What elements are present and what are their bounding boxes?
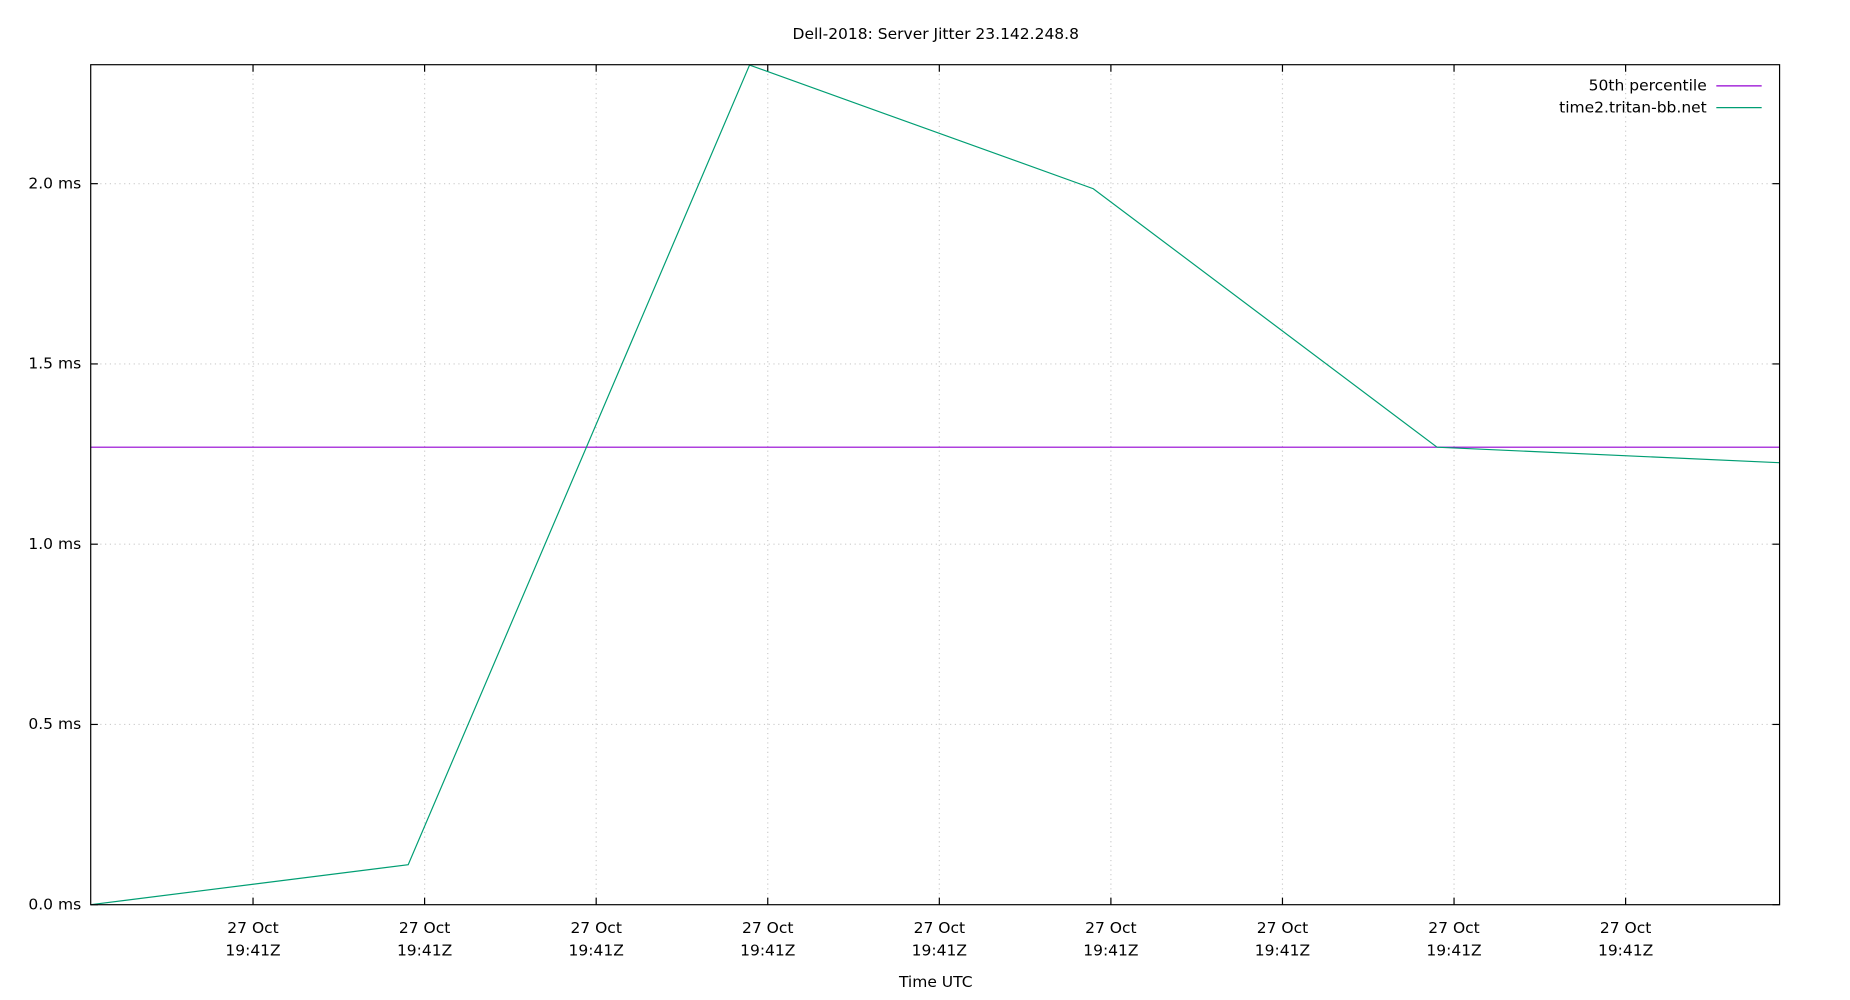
x-tick-label-date: 27 Oct [227,919,278,937]
x-tick-label-time: 19:41Z [225,941,280,959]
x-tick-label-date: 27 Oct [1085,919,1136,937]
x-axis: 27 Oct 19:41Z 27 Oct 19:41Z 27 Oct 19:41Z 27 O… [225,64,1653,959]
y-axis: 0.0 ms 0.5 ms 1.0 ms 1.5 ms 2.0 ms [28,174,1780,914]
x-tick-label-date: 27 Oct [1428,919,1479,937]
x-tick-label-time: 19:41Z [569,941,624,959]
x-tick-label-date: 27 Oct [1257,919,1308,937]
x-tick-label-date: 27 Oct [570,919,621,937]
legend: 50th percentile time2.tritan-bb.net [1559,77,1762,116]
x-tick-label-date: 27 Oct [742,919,793,937]
y-tick-label: 0.5 ms [28,715,81,733]
chart-title: Dell-2018: Server Jitter 23.142.248.8 [793,25,1079,43]
series-line [90,64,1780,906]
legend-label: 50th percentile [1589,77,1707,95]
x-tick-label-date: 27 Oct [399,919,450,937]
x-tick-label-time: 19:41Z [912,941,967,959]
x-tick-label-time: 19:41Z [1083,941,1138,959]
legend-label: time2.tritan-bb.net [1559,98,1707,116]
x-tick-label-time: 19:41Z [1426,941,1481,959]
x-tick-label-time: 19:41Z [397,941,452,959]
y-tick-label: 1.0 ms [28,535,81,553]
x-tick-label-time: 19:41Z [740,941,795,959]
series-lines [90,64,1780,906]
y-tick-label: 0.0 ms [28,896,81,914]
y-tick-label: 1.5 ms [28,355,81,373]
x-axis-label: Time UTC [898,973,973,991]
x-tick-label-time: 19:41Z [1598,941,1653,959]
x-tick-label-time: 19:41Z [1255,941,1310,959]
plot-border [90,64,1781,906]
x-tick-label-date: 27 Oct [914,919,965,937]
y-tick-label: 2.0 ms [28,174,81,192]
grid [90,64,1780,905]
x-tick-label-date: 27 Oct [1600,919,1651,937]
